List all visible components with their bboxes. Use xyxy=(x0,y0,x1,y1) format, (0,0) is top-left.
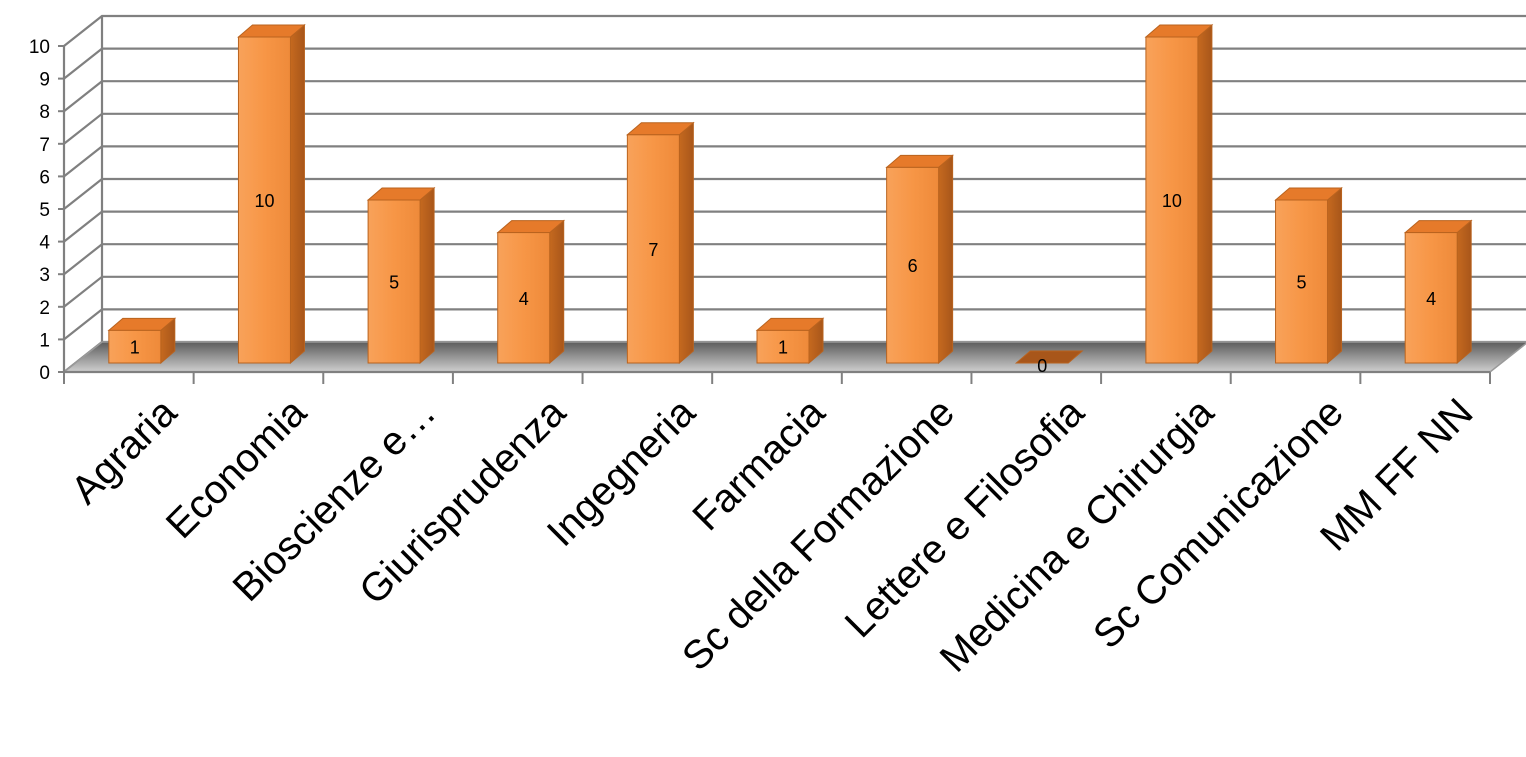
y-tick-label: 2 xyxy=(39,298,50,319)
bar-side xyxy=(549,219,565,365)
bar xyxy=(107,317,177,365)
bar-front xyxy=(1145,36,1199,364)
bar-front xyxy=(108,329,162,364)
bar-side xyxy=(678,121,694,365)
bar xyxy=(626,121,695,365)
bars xyxy=(107,23,1473,365)
y-tick-label: 8 xyxy=(39,102,50,123)
bar xyxy=(366,186,436,365)
bar xyxy=(1274,186,1343,365)
data-label: 0 xyxy=(1037,356,1047,376)
bar xyxy=(237,23,306,365)
y-tick-label: 6 xyxy=(39,167,50,188)
bar-front xyxy=(756,329,810,364)
data-label: 10 xyxy=(1162,191,1182,211)
data-label: 4 xyxy=(1426,289,1436,309)
data-label: 5 xyxy=(1297,273,1307,293)
y-tick-label: 0 xyxy=(39,363,50,384)
gridlines xyxy=(63,14,1526,373)
bar-side xyxy=(419,186,435,365)
bar xyxy=(1144,23,1214,365)
data-label: 6 xyxy=(908,256,918,276)
bar-front xyxy=(367,199,421,364)
y-tick-label: 4 xyxy=(39,233,50,254)
data-label: 7 xyxy=(648,240,658,260)
y-tick-label: 9 xyxy=(39,70,50,91)
y-tick-label: 5 xyxy=(39,200,50,221)
bar-side xyxy=(1197,23,1213,365)
data-label: 5 xyxy=(389,273,399,293)
y-tick-label: 10 xyxy=(29,37,50,58)
data-label: 1 xyxy=(778,338,788,358)
bar-side xyxy=(938,154,954,365)
y-tick-label: 3 xyxy=(39,265,50,286)
bar-front xyxy=(497,232,551,364)
data-label: 10 xyxy=(254,191,274,211)
bar-front xyxy=(626,134,680,364)
bar-front xyxy=(237,36,291,364)
bar-front xyxy=(1404,232,1458,364)
data-labels: 1 10 5 4 7 1 6 0 10 5 4 xyxy=(130,191,1436,376)
bar xyxy=(496,219,566,365)
y-tick-label: 1 xyxy=(39,330,50,351)
x-tick-label: Sc Comunicazione xyxy=(1085,390,1352,657)
bar-top xyxy=(1014,350,1084,364)
bar xyxy=(1403,219,1473,365)
bar-front xyxy=(886,166,940,364)
bar-side xyxy=(1327,186,1343,365)
x-tick-label: Lettere e Filosofia xyxy=(837,390,1093,646)
data-label: 1 xyxy=(130,338,140,358)
bar-side xyxy=(289,23,305,365)
x-tick-label: Agraria xyxy=(63,390,186,513)
bar-side xyxy=(1456,219,1472,365)
bar-front xyxy=(1275,199,1329,364)
y-tick-label: 7 xyxy=(39,135,50,156)
bar xyxy=(1014,350,1084,364)
bar xyxy=(885,154,954,365)
bar xyxy=(755,317,825,365)
data-label: 4 xyxy=(519,289,529,309)
